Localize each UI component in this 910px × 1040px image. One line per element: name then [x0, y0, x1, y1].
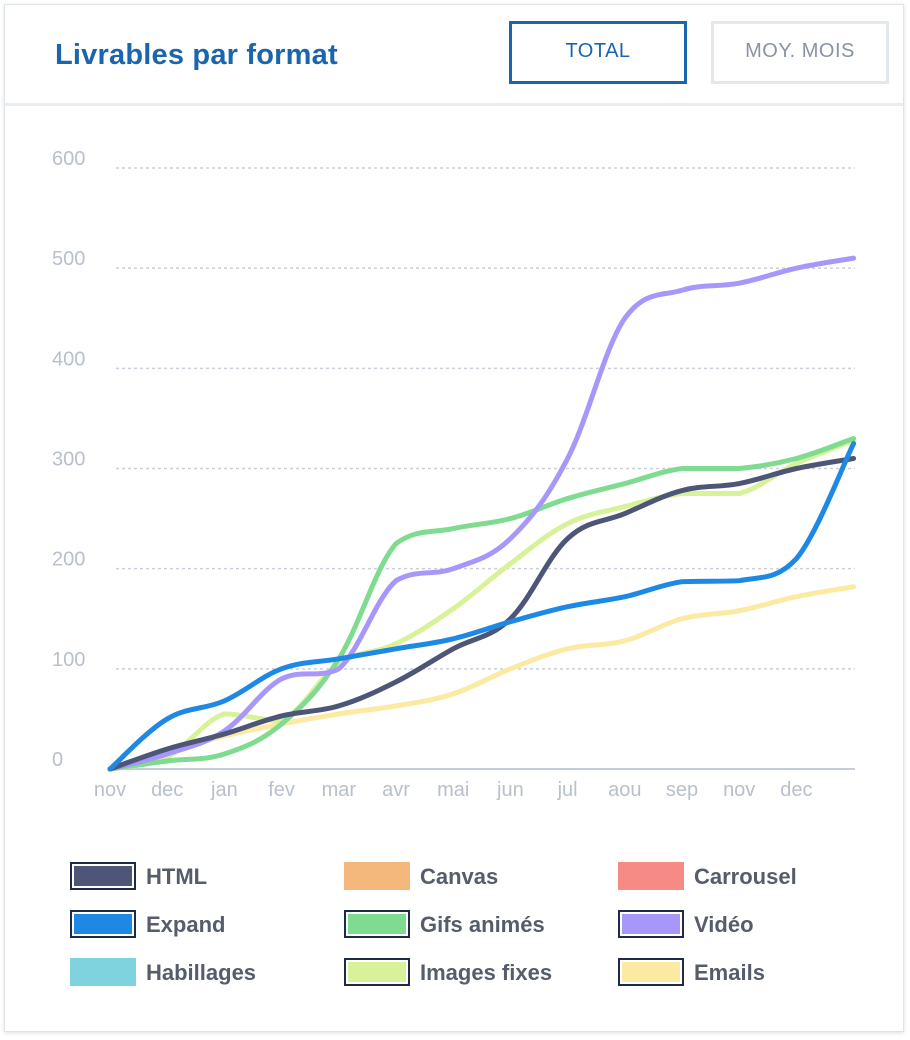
- legend-label: Canvas: [420, 864, 499, 889]
- x-tick-label: avr: [382, 779, 410, 801]
- chart-title: Livrables par format: [55, 39, 338, 71]
- legend-label: Expand: [146, 912, 226, 937]
- legend-label: HTML: [146, 864, 208, 889]
- series-line-gifs-animes: [107, 435, 857, 772]
- legend-swatch: [618, 958, 684, 986]
- y-tick-label: 600: [52, 148, 85, 170]
- x-tick-label: jul: [557, 779, 578, 801]
- legend-item-images-fixes[interactable]: Images fixes: [344, 958, 584, 988]
- legend-label: Vidéo: [694, 912, 754, 937]
- legend-label: Gifs animés: [420, 912, 545, 937]
- legend-swatch: [70, 862, 136, 890]
- x-tick-label: sep: [666, 779, 698, 801]
- series-line-html: [107, 455, 857, 772]
- y-tick-label: 400: [52, 348, 85, 370]
- y-tick-label: 200: [52, 549, 85, 571]
- chart-card: Livrables par format TOTAL MOY. MOIS: [4, 4, 904, 1032]
- legend-item-expand[interactable]: Expand: [70, 910, 310, 940]
- x-tick-label: nov: [723, 779, 755, 801]
- monthly-average-button[interactable]: MOY. MOIS: [711, 21, 889, 84]
- legend-swatch: [70, 910, 136, 938]
- x-tick-label: dec: [780, 779, 812, 801]
- series-line-video: [107, 255, 857, 772]
- x-tick-label: mar: [322, 779, 357, 801]
- legend-swatch: [618, 862, 684, 890]
- series-line-images-fixes: [107, 437, 857, 772]
- x-tick-label: nov: [94, 779, 126, 801]
- legend-label: Habillages: [146, 960, 257, 985]
- legend-item-html[interactable]: HTML: [70, 862, 310, 892]
- line-chart: 0 100 200 300 400 500 600 nov dec jan fev mar avr mai…: [52, 148, 857, 801]
- x-tick-label: jun: [496, 779, 524, 801]
- legend-item-habillages[interactable]: Habillages: [70, 958, 310, 988]
- legend-swatch: [344, 910, 410, 938]
- legend-swatch: [344, 958, 410, 986]
- legend-item-canvas[interactable]: Canvas: [344, 862, 584, 892]
- x-tick-label: dec: [151, 779, 183, 801]
- y-tick-label: 0: [52, 749, 63, 771]
- legend-item-gifs-animes[interactable]: Gifs animés: [344, 910, 584, 940]
- legend-item-emails[interactable]: Emails: [618, 958, 858, 988]
- legend-swatch: [618, 910, 684, 938]
- legend-label: Emails: [694, 960, 765, 985]
- series-line-emails: [107, 584, 857, 772]
- x-tick-label: jan: [210, 779, 238, 801]
- y-tick-label: 500: [52, 248, 85, 270]
- card-header: Livrables par format TOTAL MOY. MOIS: [5, 5, 903, 106]
- total-button[interactable]: TOTAL: [509, 21, 687, 84]
- y-tick-label: 100: [52, 649, 85, 671]
- series-line-expand: [107, 440, 857, 772]
- x-tick-label: fev: [268, 779, 295, 801]
- legend-swatch: [344, 862, 410, 890]
- legend-swatch: [70, 958, 136, 986]
- x-tick-label: aou: [608, 779, 641, 801]
- legend-item-carrousel[interactable]: Carrousel: [618, 862, 858, 892]
- legend-label: Carrousel: [694, 864, 797, 889]
- y-tick-label: 300: [52, 449, 85, 471]
- x-tick-label: mai: [437, 779, 469, 801]
- legend-label: Images fixes: [420, 960, 553, 985]
- legend-item-video[interactable]: Vidéo: [618, 910, 858, 940]
